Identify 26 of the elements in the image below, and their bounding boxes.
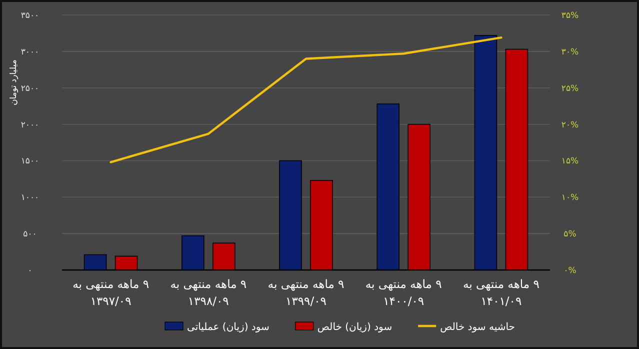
y2-tick-label: ۵% (564, 230, 576, 240)
y-tick-label: ۵۰۰ (23, 230, 37, 240)
y-axis-title: میلیارد تومان (9, 60, 19, 106)
legend-label: سود (زیان) خالص (317, 322, 392, 333)
y-tick-label: ۳۰۰۰ (20, 47, 40, 58)
y2-tick-label: ۱۰% (561, 193, 579, 204)
y2-tick-label: ۰% (564, 266, 576, 276)
y2-tick-label: ۱۵% (561, 156, 579, 167)
y-tick-label: ۲۵۰۰ (20, 84, 40, 94)
legend-label: سود (زیان) عملیاتی (187, 322, 270, 333)
y2-tick-label: ۲۰% (561, 120, 579, 130)
x-tick-label: ۹ ماهه منتهی به ۱۳۹۹/۰۹ (266, 276, 346, 310)
y-tick-label: ۱۰۰۰ (20, 193, 40, 204)
x-tick-label: ۹ ماهه منتهی به ۱۴۰۰/۰۹ (364, 276, 443, 310)
y2-tick-label: ۳۰% (561, 47, 579, 58)
y2-tick-label: ۳۵% (561, 11, 579, 21)
y-tick-label: ۰ (28, 266, 32, 276)
x-tick-label: ۹ ماهه منتهی به ۱۴۰۱/۰۹ (462, 276, 540, 310)
legend-label: حاشیه سود خالص (440, 322, 515, 333)
legend: سود (زیان) عملیاتی سود (زیان) خالص حاشیه سود خالص (164, 322, 515, 333)
y2-tick-label: ۲۵% (561, 84, 579, 94)
y-tick-label: ۳۵۰۰ (20, 11, 40, 21)
y-tick-label: ۱۵۰۰ (20, 156, 40, 167)
y-tick-label: ۲۰۰۰ (20, 120, 40, 130)
x-tick-label: ۹ ماهه منتهی به ۱۳۹۸/۰۹ (169, 276, 248, 310)
x-tick-label: ۹ ماهه منتهی به ۱۳۹۷/۰۹ (72, 276, 150, 310)
